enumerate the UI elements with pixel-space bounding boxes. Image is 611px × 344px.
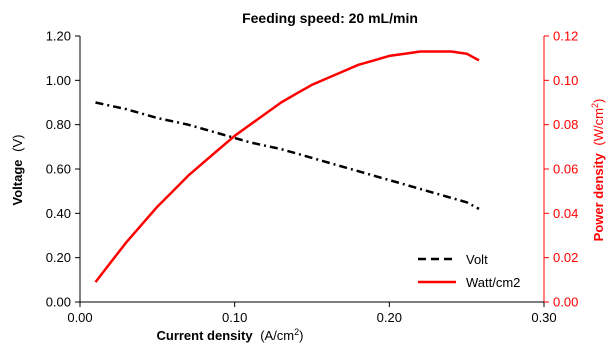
y2-axis-label: Power density (W/cm2) (590, 99, 606, 242)
y-tick-label: 0.00 (46, 295, 71, 310)
y-tick-label: 0.60 (46, 162, 71, 177)
y2-tick-label: 0.10 (553, 73, 578, 88)
y2-tick-label: 0.04 (553, 206, 578, 221)
x-tick-label: 0.10 (222, 310, 247, 325)
y-tick-label: 0.80 (46, 117, 71, 132)
y2-axis-label-unit-end: ) (591, 99, 606, 103)
y2-ticks: 0.00 0.02 0.04 0.06 0.08 0.10 0.12 (544, 29, 578, 310)
x-axis-label-sup: 2 (294, 327, 299, 337)
y2-tick-label: 0.02 (553, 250, 578, 265)
chart-title: Feeding speed: 20 mL/min (242, 10, 418, 26)
y-axis-label-unit: (V) (10, 135, 25, 152)
y-axis-label-main: Voltage (10, 159, 25, 205)
x-tick-label: 0.30 (531, 310, 556, 325)
legend-label-watt: Watt/cm2 (466, 275, 520, 290)
y2-axis-label-main: Power density (591, 152, 606, 241)
legend: Volt Watt/cm2 (418, 252, 520, 290)
y2-axis-label-sup: 2 (590, 103, 600, 108)
y-ticks: 0.00 0.20 0.40 0.60 0.80 1.00 1.20 (46, 29, 80, 310)
x-axis-label-unit-end: ) (299, 328, 303, 343)
y2-axis-label-unit: (W/cm (591, 108, 606, 146)
y-tick-label: 0.20 (46, 250, 71, 265)
y-axis-label: Voltage (V) (10, 135, 25, 206)
x-tick-label: 0.00 (67, 310, 92, 325)
y-tick-label: 0.40 (46, 206, 71, 221)
legend-label-volt: Volt (466, 252, 488, 267)
series-group (94, 50, 480, 283)
x-tick-label: 0.20 (377, 310, 402, 325)
series-line-volt (95, 101, 480, 211)
y2-tick-label: 0.00 (553, 295, 578, 310)
y2-tick-label: 0.08 (553, 117, 578, 132)
x-axis-label: Current density (A/cm2) (156, 327, 303, 343)
x-axis-label-unit: (A/cm (260, 328, 294, 343)
y-tick-label: 1.00 (46, 73, 71, 88)
y-tick-label: 1.20 (46, 29, 71, 44)
x-axis-label-main: Current density (156, 328, 253, 343)
y2-tick-label: 0.06 (553, 162, 578, 177)
series-line-watt (94, 50, 480, 283)
x-ticks: 0.00 0.10 0.20 0.30 (67, 302, 557, 325)
y2-tick-label: 0.12 (553, 29, 578, 44)
